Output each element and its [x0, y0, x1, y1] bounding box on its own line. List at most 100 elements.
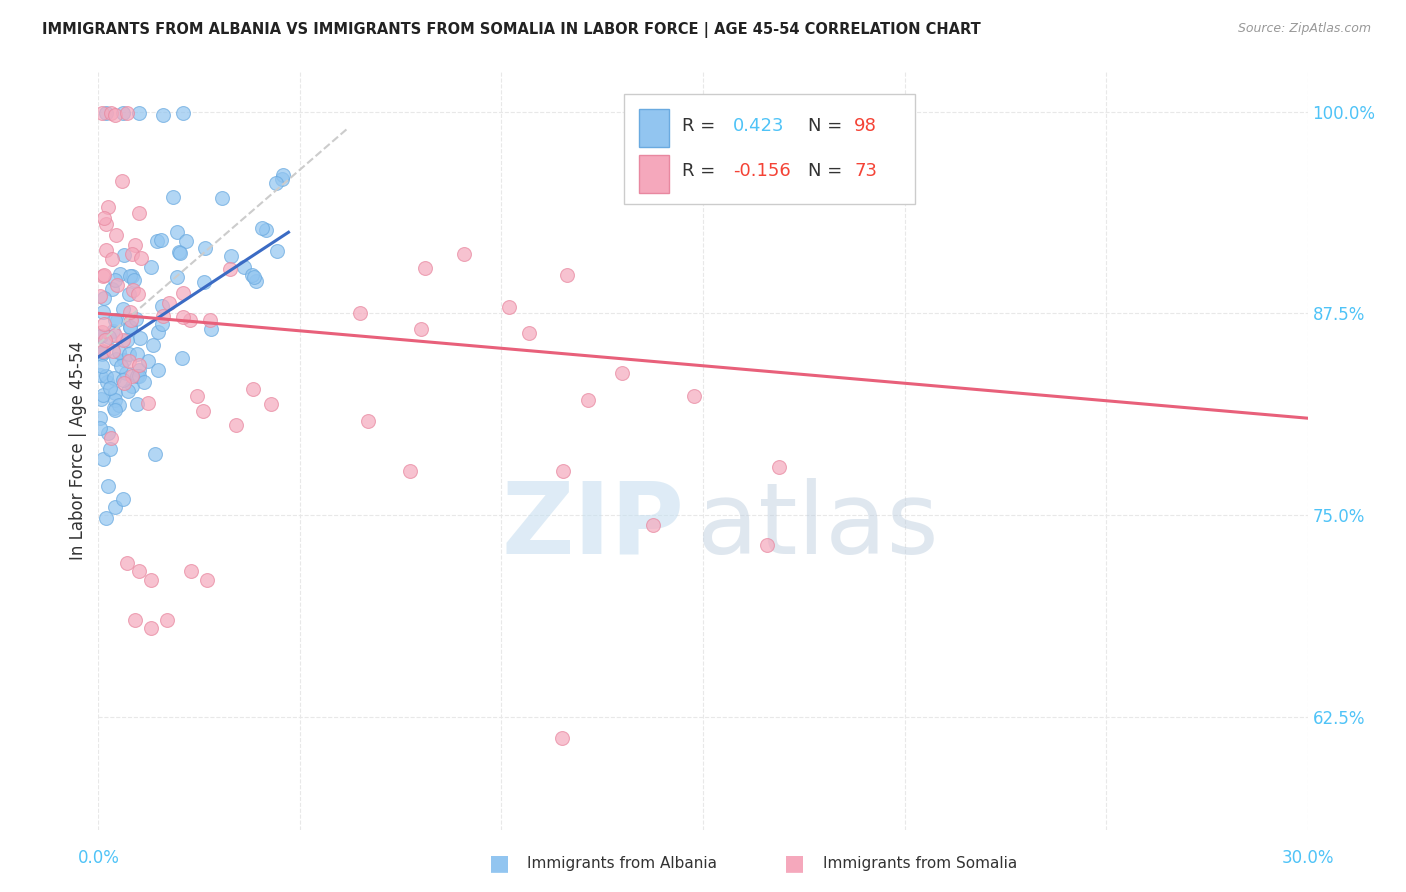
Text: 98: 98	[855, 117, 877, 135]
Point	[111, 373, 134, 387]
Point	[551, 731, 574, 745]
Point	[105, 227, 128, 242]
Text: N =: N =	[808, 117, 848, 135]
Point	[104, 273, 127, 287]
Point	[121, 379, 143, 393]
Point	[97, 478, 120, 492]
Point	[142, 338, 165, 352]
Text: Source: ZipAtlas.com: Source: ZipAtlas.com	[1237, 22, 1371, 36]
Point	[104, 327, 127, 342]
Point	[91, 347, 114, 361]
Point	[166, 225, 188, 239]
Point	[89, 410, 111, 425]
Text: atlas: atlas	[697, 478, 939, 574]
Point	[250, 220, 273, 235]
Point	[150, 299, 173, 313]
Point	[150, 317, 173, 331]
Point	[101, 282, 124, 296]
Point	[146, 235, 169, 249]
Text: R =: R =	[682, 162, 721, 180]
Point	[100, 106, 122, 120]
Text: 30.0%: 30.0%	[1281, 849, 1334, 867]
Point	[111, 491, 134, 506]
Point	[200, 313, 222, 327]
Point	[121, 369, 143, 384]
Point	[128, 369, 150, 384]
Text: ZIP: ZIP	[502, 478, 685, 574]
Point	[97, 330, 120, 344]
Point	[110, 267, 132, 281]
Point	[240, 268, 263, 282]
Point	[103, 371, 125, 385]
Point	[221, 249, 243, 263]
Point	[91, 344, 114, 359]
Text: Immigrants from Albania: Immigrants from Albania	[527, 856, 717, 871]
Point	[643, 518, 665, 533]
Point	[105, 277, 128, 292]
Point	[127, 347, 149, 361]
Point	[755, 538, 778, 552]
Text: 0.0%: 0.0%	[77, 849, 120, 867]
Point	[139, 573, 162, 587]
Point	[195, 573, 218, 587]
Point	[120, 313, 142, 327]
Point	[91, 451, 114, 466]
Point	[349, 306, 371, 320]
Point	[94, 333, 117, 347]
Point	[103, 401, 125, 415]
Point	[96, 243, 118, 257]
Point	[200, 322, 222, 336]
Point	[118, 346, 141, 360]
Point	[103, 324, 125, 338]
Point	[172, 106, 194, 120]
Point	[157, 296, 180, 310]
Point	[127, 369, 149, 384]
Text: -0.156: -0.156	[734, 162, 792, 180]
Text: ■: ■	[785, 854, 804, 873]
Point	[90, 359, 112, 373]
Point	[141, 260, 163, 274]
Point	[180, 565, 202, 579]
Point	[218, 262, 240, 277]
Point	[612, 366, 634, 380]
Point	[127, 397, 149, 411]
Point	[105, 313, 128, 327]
Text: Immigrants from Somalia: Immigrants from Somalia	[823, 856, 1017, 871]
Point	[139, 621, 162, 635]
Point	[122, 272, 145, 286]
Text: 73: 73	[855, 162, 877, 180]
Point	[357, 414, 380, 428]
Point	[146, 325, 169, 339]
Point	[94, 368, 117, 383]
Point	[93, 292, 115, 306]
Point	[91, 106, 114, 120]
Point	[93, 318, 115, 332]
Point	[124, 613, 146, 627]
Point	[93, 211, 115, 226]
Point	[118, 354, 141, 368]
Point	[143, 447, 166, 461]
Text: 0.423: 0.423	[734, 117, 785, 135]
Point	[118, 287, 141, 301]
Point	[517, 326, 540, 341]
Point	[172, 351, 194, 365]
Point	[98, 381, 121, 395]
Point	[97, 200, 120, 214]
Point	[112, 248, 135, 262]
Point	[124, 238, 146, 252]
Point	[174, 234, 197, 248]
Point	[121, 269, 143, 284]
Point	[152, 108, 174, 122]
Point	[254, 222, 277, 236]
Bar	[638, 155, 669, 193]
Point	[90, 326, 112, 340]
Point	[104, 313, 127, 327]
Point	[136, 354, 159, 368]
Point	[128, 206, 150, 220]
Point	[162, 190, 184, 204]
Point	[169, 246, 191, 260]
Point	[172, 310, 194, 324]
Text: IMMIGRANTS FROM ALBANIA VS IMMIGRANTS FROM SOMALIA IN LABOR FORCE | AGE 45-54 CO: IMMIGRANTS FROM ALBANIA VS IMMIGRANTS FR…	[42, 22, 981, 38]
Point	[242, 382, 264, 396]
Text: ■: ■	[489, 854, 509, 873]
